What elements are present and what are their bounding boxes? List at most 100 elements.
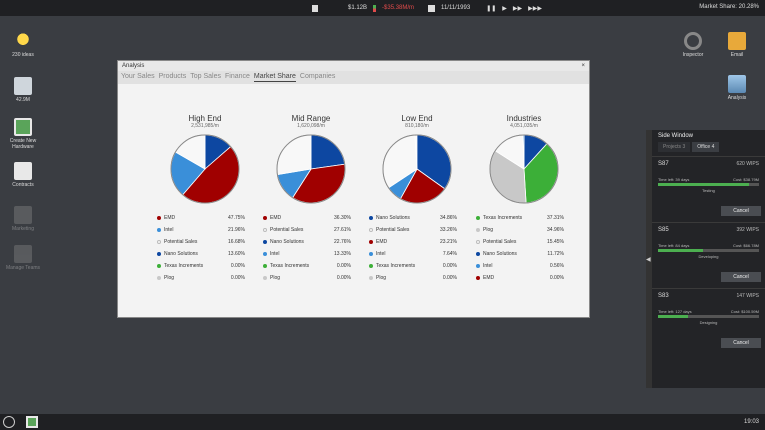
factory-icon <box>14 77 32 95</box>
cancel-button[interactable]: Cancel <box>721 338 761 348</box>
manage-teams-desktop-icon[interactable]: Manage Teams <box>1 245 45 271</box>
legend-value: 13.33% <box>334 251 351 257</box>
legend-value: 34.86% <box>440 215 457 221</box>
clock: 19:03 <box>743 419 759 425</box>
legend-name: Intel <box>270 251 280 257</box>
tab-market-share[interactable]: Market Share <box>253 73 296 82</box>
legend-value: 0.00% <box>336 275 351 281</box>
legend-value: 33.26% <box>440 227 457 233</box>
legend-name: Potential Sales <box>376 227 410 233</box>
analysis-desktop-icon[interactable]: Analysis <box>715 75 759 101</box>
project-phase: Designing <box>699 320 718 325</box>
legend-value: 21.96% <box>228 227 245 233</box>
analysis-window: Analysis × Your Sales Products Top Sales… <box>117 60 590 318</box>
chart-legend: EMD 36.30% Potential Sales 27.61% Nano S… <box>263 212 351 284</box>
cancel-button[interactable]: Cancel <box>721 272 761 282</box>
start-icon[interactable] <box>3 416 15 428</box>
legend-row: Nano Solutions 22.76% <box>263 236 351 248</box>
collapse-side-window-icon[interactable]: ◀ <box>646 257 651 263</box>
pause-icon[interactable]: ❚❚ <box>486 5 497 12</box>
fastest-forward-icon[interactable]: ▶▶▶ <box>528 5 542 12</box>
contracts-desktop-icon[interactable]: Contracts <box>1 162 45 188</box>
email-desktop-icon[interactable]: Email <box>715 32 759 58</box>
legend-name: Plog <box>376 275 387 281</box>
tab-projects[interactable]: Projects 3 <box>658 142 691 152</box>
window-title-bar[interactable]: Analysis × <box>118 61 589 71</box>
legend-swatch <box>369 276 373 280</box>
inspector-label: Inspector <box>682 52 704 58</box>
tab-top-sales[interactable]: Top Sales <box>190 73 221 80</box>
chart-title: Industries <box>506 114 542 123</box>
pie-chart-2: Mid Range 1,620,098/m <box>261 114 361 205</box>
close-icon[interactable]: × <box>581 63 585 69</box>
legend-row: Potential Sales 33.26% <box>369 224 457 236</box>
legend-name: EMD <box>376 239 388 245</box>
legend-name: Nano Solutions <box>270 239 304 245</box>
legend-value: 16.68% <box>228 239 245 245</box>
chart-legend: Nano Solutions 34.86% Potential Sales 33… <box>369 212 457 284</box>
tab-office[interactable]: Office 4 <box>692 142 720 152</box>
legend-row: Intel 0.56% <box>476 260 564 272</box>
project-phase: Developing <box>698 254 719 259</box>
legend-name: Plog <box>483 227 494 233</box>
project-phase: Testing <box>702 188 715 193</box>
mail-icon <box>728 32 746 50</box>
analysis-icon <box>728 75 746 93</box>
project-cost: Cost: $100.59M <box>730 309 759 314</box>
legend-row: Plog 0.00% <box>263 272 351 284</box>
legend-name: Potential Sales <box>164 239 198 245</box>
legend-swatch <box>263 228 267 232</box>
legend-name: EMD <box>270 215 282 221</box>
legend-swatch <box>263 252 267 256</box>
ideas-label: 230 ideas <box>12 52 34 58</box>
legend-swatch <box>476 228 480 232</box>
tab-companies[interactable]: Companies <box>299 73 336 80</box>
calendar-icon[interactable] <box>428 4 436 12</box>
megaphone-icon <box>14 206 32 224</box>
inspector-desktop-icon[interactable]: Inspector <box>671 32 715 58</box>
time-left: Time left: 84 days <box>658 243 690 248</box>
play-icon[interactable]: ▶ <box>502 5 507 12</box>
pie-slice-potential-sales <box>276 134 312 176</box>
ideas-desktop-icon[interactable]: 230 ideas <box>1 32 45 58</box>
fast-forward-icon[interactable]: ▶▶ <box>512 5 523 12</box>
pie-chart-1: High End 2,531,985/m <box>155 114 255 205</box>
chart-title: Low End <box>401 114 433 123</box>
legend-swatch <box>369 264 373 268</box>
legend-row: Potential Sales 16.68% <box>157 236 245 248</box>
legend-swatch <box>263 216 267 220</box>
legend-name: Intel <box>376 251 386 257</box>
legend-value: 22.76% <box>334 239 351 245</box>
legend-row: Texas Increments 0.00% <box>263 260 351 272</box>
legend-name: Texas Increments <box>483 215 523 221</box>
legend-row: Nano Solutions 34.86% <box>369 212 457 224</box>
legend-row: Intel 7.64% <box>369 248 457 260</box>
money-readout: $1.12B <box>348 5 368 11</box>
legend-name: EMD <box>164 215 176 221</box>
legend-name: EMD <box>483 275 495 281</box>
tab-your-sales[interactable]: Your Sales <box>121 73 155 80</box>
hardware-task-icon[interactable] <box>26 416 38 428</box>
analysis-label: Analysis <box>727 95 747 101</box>
bank-icon[interactable] <box>312 4 318 12</box>
create-hardware-desktop-icon[interactable]: Create New Hardware <box>1 118 45 150</box>
chart-subtitle: 4,051,035/m <box>510 123 538 129</box>
legend-value: 0.00% <box>442 263 457 269</box>
tab-products[interactable]: Products <box>158 73 187 80</box>
legend-row: Plog 0.00% <box>157 272 245 284</box>
legend-name: Intel <box>483 263 493 269</box>
market-share-readout: Market Share: 20.28% <box>699 4 759 10</box>
pie <box>382 134 452 204</box>
top-bar-status: $1.12B -$35.38M/m 11/11/1993 ❚❚ ▶ ▶▶ ▶▶▶ <box>312 0 542 16</box>
tab-finance[interactable]: Finance <box>224 73 250 80</box>
project-card: S85 392 WIPS Time left: 84 days Cost: $6… <box>652 222 765 288</box>
legend-name: Potential Sales <box>270 227 304 233</box>
cancel-button[interactable]: Cancel <box>721 206 761 216</box>
trend-icon <box>373 4 377 12</box>
progress-bar <box>658 249 759 252</box>
contracts-label: Contracts <box>12 182 34 188</box>
chart-legend: Texas Increments 37.31% Plog 34.96% Pote… <box>476 212 564 284</box>
legend-row: Plog 0.00% <box>369 272 457 284</box>
marketing-desktop-icon[interactable]: Marketing <box>1 206 45 232</box>
production-desktop-icon[interactable]: 42.9M <box>1 77 45 103</box>
